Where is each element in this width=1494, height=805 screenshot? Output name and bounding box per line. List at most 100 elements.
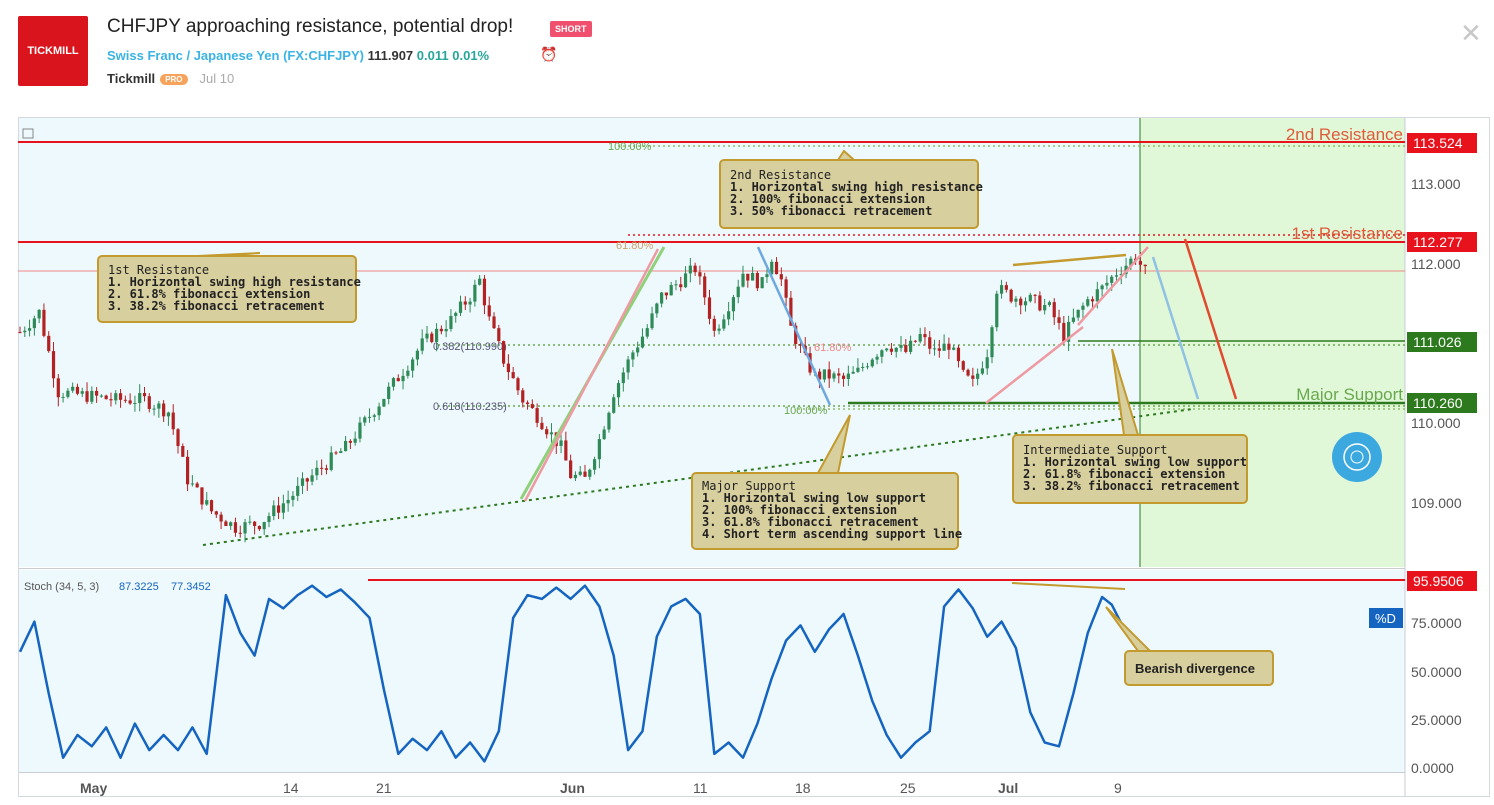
- candle-body: [760, 277, 764, 289]
- candle-body: [1076, 309, 1080, 318]
- candle-body: [564, 440, 568, 461]
- candle-body: [56, 378, 60, 398]
- candle-body: [961, 361, 965, 370]
- stoch-level-tag-text: 95.9506: [1413, 573, 1464, 589]
- price-change-pct: 0.01%: [452, 48, 490, 63]
- fib-swing-pink-3: [1077, 246, 1149, 326]
- candle-body: [822, 369, 827, 380]
- note-major-support[interactable]: Major Support 1. Horizontal swing low su…: [691, 414, 962, 550]
- note-bearish-divergence[interactable]: Bearish divergence: [1105, 606, 1274, 686]
- candle-body: [1057, 317, 1061, 323]
- candle-body: [765, 274, 769, 278]
- fib-label-100-bottom: 100.00%: [784, 405, 828, 417]
- chart-container[interactable]: 100.00% 61.80% 0.382(110.990) 0.618(110.…: [18, 117, 1490, 797]
- author-name[interactable]: Tickmill: [107, 71, 156, 86]
- target-circle-icon[interactable]: [1332, 432, 1382, 482]
- candle-body: [142, 393, 147, 397]
- candle-body: [861, 366, 865, 368]
- note-second-resistance-line-2: 2. 100% fibonacci extension: [730, 192, 925, 206]
- candle-body: [1014, 298, 1018, 302]
- target-circle-inner: [1350, 450, 1364, 464]
- candle-body: [516, 378, 520, 391]
- candle-body: [27, 328, 32, 331]
- candle-body: [171, 412, 175, 430]
- candle-body: [990, 327, 994, 358]
- candle-body: [703, 276, 707, 298]
- candle-body: [47, 335, 51, 352]
- candle-body: [956, 347, 961, 362]
- candle-body: [162, 403, 166, 417]
- price-tag-110260-text: 110.260: [1413, 395, 1463, 411]
- candle-body: [99, 395, 103, 397]
- candle-body: [794, 325, 798, 344]
- x-label-jun: Jun: [560, 780, 585, 796]
- candle-body: [1119, 274, 1123, 276]
- candle-body: [1043, 305, 1047, 311]
- candle-body: [262, 522, 266, 530]
- note-first-resistance-line-2: 2. 61.8% fibonacci extension: [108, 287, 310, 301]
- candle-body: [363, 417, 367, 423]
- candle-body: [157, 403, 161, 409]
- candle-body: [147, 396, 151, 409]
- candle-body: [248, 521, 252, 523]
- note-second-resistance-title: 2nd Resistance: [730, 168, 831, 182]
- candle-body: [61, 396, 65, 398]
- close-icon[interactable]: ✕: [1460, 18, 1482, 48]
- symbol-name[interactable]: Swiss Franc / Japanese Yen: [107, 48, 280, 63]
- x-label-14: 14: [283, 780, 299, 796]
- symbol-code[interactable]: (FX:CHFJPY): [283, 48, 364, 63]
- alarm-clock-icon[interactable]: ⏰: [540, 46, 558, 62]
- candle-body: [296, 485, 300, 496]
- stoch-legend[interactable]: Stoch (34, 5, 3): [24, 581, 99, 593]
- candle-body: [430, 333, 434, 342]
- candle-body: [645, 328, 649, 337]
- candle-body: [51, 351, 56, 379]
- candle-body: [688, 265, 692, 274]
- candle-body: [138, 393, 142, 404]
- candle-body: [205, 500, 209, 505]
- candle-body: [195, 483, 199, 488]
- candle-body: [750, 272, 755, 281]
- candle-body: [1081, 305, 1085, 310]
- note-major-support-line-4: 4. Short term ascending support line: [702, 527, 962, 541]
- candle-body: [583, 471, 587, 477]
- candle-body: [942, 343, 946, 351]
- note-intermediate-support[interactable]: Intermediate Support 1. Horizontal swing…: [1012, 348, 1248, 504]
- candle-body: [1009, 289, 1013, 302]
- candle-body: [650, 313, 654, 329]
- candle-body: [1028, 294, 1032, 302]
- candle-body: [42, 309, 46, 336]
- candle-body: [209, 500, 214, 512]
- candle-body: [573, 474, 578, 479]
- stoch-k-value: 87.3225: [119, 581, 159, 593]
- collapse-icon[interactable]: [22, 128, 34, 139]
- y-tick-112: 112.000: [1411, 256, 1461, 272]
- candle-body: [324, 468, 329, 470]
- candle-body: [889, 348, 894, 352]
- idea-title: CHFJPY approaching resistance, potential…: [107, 16, 514, 37]
- note-intermediate-line-1: 1. Horizontal swing low support: [1023, 455, 1247, 469]
- candle-body: [1105, 282, 1109, 286]
- candle-body: [932, 348, 937, 350]
- candle-body: [693, 265, 697, 273]
- candle-body: [315, 467, 319, 476]
- candle-body: [597, 439, 601, 460]
- price-chart[interactable]: 100.00% 61.80% 0.382(110.990) 0.618(110.…: [18, 117, 1490, 797]
- candle-body: [530, 404, 534, 409]
- price-tag-111026-text: 111.026: [1413, 334, 1462, 350]
- note-second-resistance[interactable]: 2nd Resistance 1. Horizontal swing high …: [719, 149, 983, 229]
- candle-body: [588, 469, 592, 477]
- candle-body: [420, 338, 424, 351]
- candle-body: [545, 429, 549, 435]
- candle-body: [832, 373, 836, 379]
- candle-body: [995, 293, 999, 328]
- fib-label-0618: 0.618(110.235): [433, 401, 507, 413]
- candle-body: [679, 284, 683, 288]
- candle-body: [1110, 276, 1114, 283]
- candle-body: [286, 499, 290, 504]
- note-first-resistance[interactable]: 1st Resistance 1. Horizontal swing high …: [97, 252, 361, 323]
- price-tag-112277: [1407, 232, 1477, 252]
- candle-body: [276, 505, 281, 513]
- y-tick-109: 109.000: [1411, 495, 1462, 511]
- stoch-series: [18, 584, 1123, 763]
